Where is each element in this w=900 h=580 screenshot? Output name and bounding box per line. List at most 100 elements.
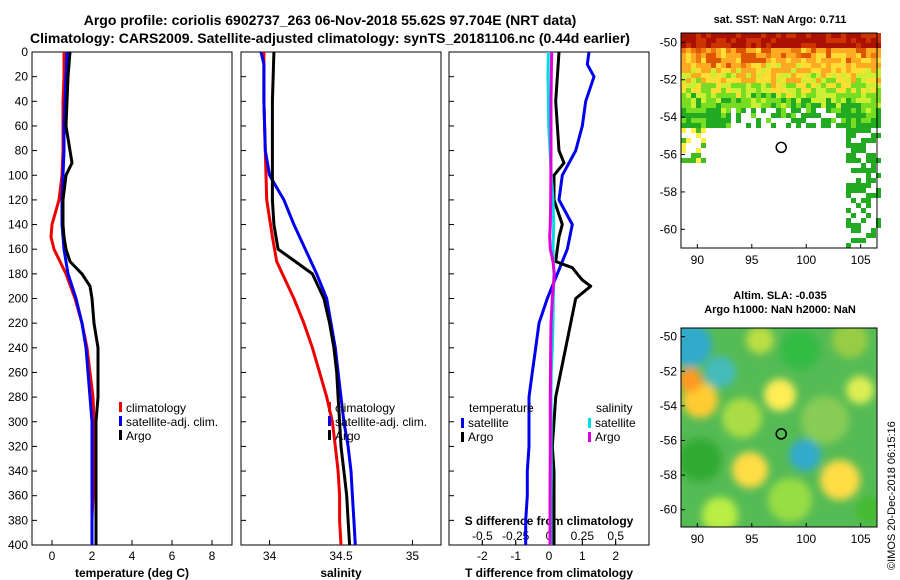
y-tick-label: 60 bbox=[15, 119, 29, 133]
sst-cell bbox=[696, 88, 701, 93]
sst-cell bbox=[871, 78, 876, 83]
sst-cell bbox=[716, 78, 721, 83]
sst-cell bbox=[801, 73, 806, 78]
sst-cell bbox=[831, 103, 836, 108]
legend-swatch bbox=[588, 418, 591, 428]
sst-cell bbox=[846, 88, 851, 93]
sst-cell bbox=[726, 48, 731, 53]
sst-cell bbox=[796, 53, 801, 58]
sst-cell bbox=[736, 83, 741, 88]
sst-cell bbox=[846, 123, 851, 128]
sst-cell bbox=[876, 83, 881, 88]
sst-cell bbox=[861, 98, 866, 103]
sst-cell bbox=[801, 43, 806, 48]
sst-cell bbox=[696, 43, 701, 48]
y-tick-label: 200 bbox=[8, 292, 28, 306]
sla-map-title-line2: Argo h1000: NaN h2000: NaN bbox=[704, 304, 856, 316]
sst-cell bbox=[871, 178, 876, 183]
sst-cell bbox=[701, 58, 706, 63]
sst-cell bbox=[851, 93, 856, 98]
sst-cell bbox=[711, 33, 716, 38]
sst-cell bbox=[816, 88, 821, 93]
sst-cell bbox=[826, 38, 831, 43]
sst-cell bbox=[731, 88, 736, 93]
map-y-tick-label: -52 bbox=[660, 73, 678, 87]
sst-cell bbox=[756, 118, 761, 123]
sst-cell bbox=[866, 108, 871, 113]
sst-cell bbox=[711, 108, 716, 113]
sst-cell bbox=[801, 48, 806, 53]
sst-cell bbox=[716, 33, 721, 38]
sst-cell bbox=[686, 158, 691, 163]
sst-cell bbox=[806, 58, 811, 63]
sst-cell bbox=[691, 43, 696, 48]
sst-cell bbox=[806, 48, 811, 53]
sst-cell bbox=[771, 53, 776, 58]
sst-cell bbox=[871, 53, 876, 58]
sst-cell bbox=[731, 33, 736, 38]
legend-title-salinity: salinity bbox=[596, 401, 633, 415]
sst-cell bbox=[701, 103, 706, 108]
sst-cell bbox=[816, 58, 821, 63]
sst-cell bbox=[701, 93, 706, 98]
sst-cell bbox=[776, 38, 781, 43]
sst-cell bbox=[821, 63, 826, 68]
sst-cell bbox=[736, 73, 741, 78]
sst-cell bbox=[711, 78, 716, 83]
sst-cell bbox=[861, 43, 866, 48]
sst-cell bbox=[756, 93, 761, 98]
sst-cell bbox=[861, 198, 866, 203]
sst-cell bbox=[681, 38, 686, 43]
legend-label: satellite bbox=[468, 416, 509, 430]
sst-cell bbox=[681, 68, 686, 73]
sst-cell bbox=[756, 73, 761, 78]
sst-cell bbox=[851, 63, 856, 68]
sst-cell bbox=[876, 63, 881, 68]
legend-label: satellite-adj. clim. bbox=[126, 415, 218, 429]
sst-cell bbox=[796, 123, 801, 128]
sst-cell bbox=[801, 63, 806, 68]
legend-swatch bbox=[588, 432, 591, 442]
sst-cell bbox=[831, 53, 836, 58]
sst-cell bbox=[801, 33, 806, 38]
sst-cell bbox=[816, 103, 821, 108]
sst-cell bbox=[741, 103, 746, 108]
sst-cell bbox=[876, 108, 881, 113]
sst-cell bbox=[851, 123, 856, 128]
sst-cell bbox=[766, 88, 771, 93]
sst-cell bbox=[821, 103, 826, 108]
sst-cell bbox=[841, 53, 846, 58]
sst-cell bbox=[716, 88, 721, 93]
sst-cell bbox=[871, 38, 876, 43]
sst-cell bbox=[876, 78, 881, 83]
sst-cell bbox=[726, 83, 731, 88]
sst-cell bbox=[806, 33, 811, 38]
sst-cell bbox=[766, 73, 771, 78]
sst-cell bbox=[711, 43, 716, 48]
sst-cell bbox=[706, 38, 711, 43]
sst-cell bbox=[831, 63, 836, 68]
sst-cell bbox=[856, 123, 861, 128]
sst-cell bbox=[821, 118, 826, 123]
sst-cell bbox=[741, 58, 746, 63]
sst-cell bbox=[791, 48, 796, 53]
sst-cell bbox=[681, 83, 686, 88]
sst-cell bbox=[686, 68, 691, 73]
sst-cell bbox=[836, 103, 841, 108]
sst-cell bbox=[766, 63, 771, 68]
x-tick-label: 4 bbox=[129, 549, 136, 563]
y-tick-label: 160 bbox=[8, 242, 28, 256]
sst-cell bbox=[841, 88, 846, 93]
sst-cell bbox=[826, 48, 831, 53]
map-x-tick-label: 105 bbox=[851, 532, 871, 546]
sst-cell bbox=[871, 43, 876, 48]
sst-cell bbox=[791, 38, 796, 43]
sst-cell bbox=[846, 48, 851, 53]
sst-cell bbox=[826, 73, 831, 78]
sst-cell bbox=[816, 98, 821, 103]
s-tick-label: -0.5 bbox=[472, 529, 493, 543]
sst-cell bbox=[826, 58, 831, 63]
sst-cell bbox=[831, 68, 836, 73]
sst-cell bbox=[776, 58, 781, 63]
map-x-tick-label: 90 bbox=[691, 253, 705, 267]
